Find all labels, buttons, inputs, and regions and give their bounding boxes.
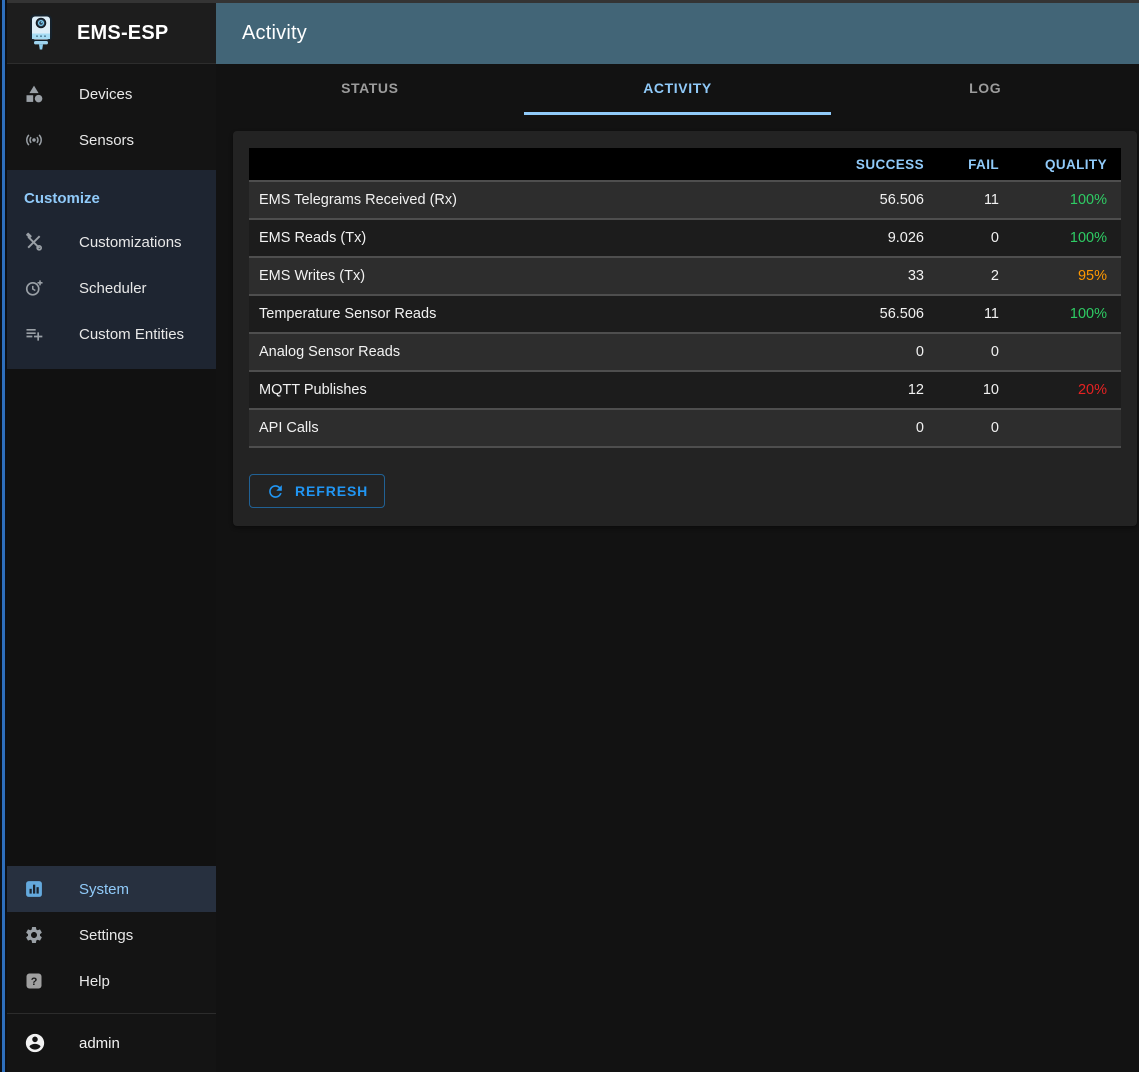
refresh-button-label: REFRESH	[295, 483, 369, 499]
row-name: EMS Writes (Tx)	[259, 268, 366, 284]
column-header-success: SUCCESS	[828, 148, 938, 181]
tab-log[interactable]: LOG	[969, 80, 1002, 96]
boiler-logo-icon	[30, 14, 52, 50]
sidebar-item-label: Settings	[79, 926, 134, 944]
row-name: EMS Telegrams Received (Rx)	[259, 192, 457, 208]
row-quality: 100%	[1069, 306, 1107, 322]
sidebar-item-custom-entities[interactable]: Custom Entities	[7, 311, 216, 357]
row-success: 33	[907, 268, 924, 284]
table-header-row: SUCCESS FAIL QUALITY	[249, 148, 1121, 181]
sidebar-nav-bottom: System Settings ? Help	[7, 866, 216, 1072]
row-success: 9.026	[887, 230, 924, 246]
column-header-quality: QUALITY	[1013, 148, 1121, 181]
refresh-button[interactable]: REFRESH	[249, 474, 386, 508]
tab-bar: STATUS ACTIVITY LOG	[216, 64, 1139, 115]
sidebar-item-sensors[interactable]: Sensors	[7, 117, 216, 163]
row-fail: 11	[983, 192, 999, 208]
help-icon: ?	[24, 971, 44, 991]
row-fail: 0	[990, 230, 999, 246]
table-row: EMS Telegrams Received (Rx) 56.506 11 10…	[249, 181, 1121, 219]
clock-plus-icon	[24, 278, 44, 298]
sidebar-nav-main: Devices Sensors	[7, 64, 216, 163]
sidebar-user-admin[interactable]: admin	[7, 1014, 216, 1072]
sidebar-item-label: System	[79, 880, 130, 898]
row-success: 12	[907, 382, 924, 398]
row-fail: 11	[983, 306, 999, 322]
page-title: Activity	[242, 22, 307, 44]
row-success: 0	[915, 344, 924, 360]
tools-icon	[24, 232, 44, 252]
sidebar-item-label: Scheduler	[79, 279, 147, 297]
app-name: EMS-ESP	[77, 21, 169, 44]
sidebar-item-help[interactable]: ? Help	[7, 958, 216, 1004]
table-row: API Calls 0 0	[249, 409, 1121, 447]
sidebar-item-label: Help	[79, 972, 110, 990]
table-row: MQTT Publishes 12 10 20%	[249, 371, 1121, 409]
table-row: Temperature Sensor Reads 56.506 11 100%	[249, 295, 1121, 333]
sidebar-item-label: Devices	[79, 85, 133, 103]
analytics-icon	[24, 879, 44, 899]
row-fail: 10	[982, 382, 999, 398]
row-success: 0	[915, 420, 924, 436]
app-logo-row: EMS-ESP	[7, 3, 216, 64]
row-name: Analog Sensor Reads	[259, 344, 401, 360]
sidebar-item-settings[interactable]: Settings	[7, 912, 216, 958]
column-header-name	[249, 148, 828, 181]
sidebar-item-label: Customizations	[79, 233, 182, 251]
window-edge-artifact-left	[0, 0, 7, 1072]
window-edge-artifact-top	[0, 0, 1139, 3]
user-name-label: admin	[79, 1034, 120, 1052]
gear-icon	[24, 925, 44, 945]
sidebar-item-customizations[interactable]: Customizations	[7, 219, 216, 265]
sensors-icon	[24, 130, 44, 150]
table-row: Analog Sensor Reads 0 0	[249, 333, 1121, 371]
sidebar-spacer	[7, 369, 216, 866]
row-name: Temperature Sensor Reads	[259, 306, 437, 322]
row-quality: 100%	[1069, 192, 1107, 208]
row-quality: 95%	[1077, 268, 1107, 284]
row-quality	[1013, 409, 1121, 447]
sidebar-item-label: Sensors	[79, 131, 135, 149]
row-name: MQTT Publishes	[259, 382, 367, 398]
table-row: EMS Reads (Tx) 9.026 0 100%	[249, 219, 1121, 257]
playlist-add-icon	[24, 324, 44, 344]
category-icon	[24, 84, 44, 104]
sidebar-item-devices[interactable]: Devices	[7, 71, 216, 117]
table-row: EMS Writes (Tx) 33 2 95%	[249, 257, 1121, 295]
row-fail: 0	[990, 344, 999, 360]
activity-card: SUCCESS FAIL QUALITY EMS Telegrams Recei…	[233, 131, 1137, 526]
refresh-icon	[269, 484, 282, 498]
column-header-fail: FAIL	[938, 148, 1013, 181]
row-name: API Calls	[259, 420, 319, 436]
row-name: EMS Reads (Tx)	[259, 230, 367, 246]
svg-text:?: ?	[31, 976, 38, 988]
tab-status[interactable]: STATUS	[341, 80, 399, 96]
row-quality: 100%	[1069, 230, 1107, 246]
appbar: Activity	[216, 3, 1139, 64]
tab-activity[interactable]: ACTIVITY	[523, 64, 832, 115]
row-fail: 2	[990, 268, 999, 284]
sidebar: EMS-ESP Devices Se	[7, 3, 216, 1072]
main-area: Activity STATUS ACTIVITY LOG SUCCESS FAI…	[216, 3, 1139, 1072]
customize-section-title: Customize	[24, 190, 100, 207]
row-success: 56.506	[879, 306, 924, 322]
row-quality	[1013, 333, 1121, 371]
account-icon	[24, 1032, 46, 1054]
sidebar-customize-section: Customize Customizations	[7, 170, 216, 369]
row-quality: 20%	[1077, 382, 1107, 398]
sidebar-item-system[interactable]: System	[7, 866, 216, 912]
row-fail: 0	[990, 420, 999, 436]
sidebar-item-scheduler[interactable]: Scheduler	[7, 265, 216, 311]
sidebar-item-label: Custom Entities	[79, 325, 185, 343]
sidebar-divider	[7, 1013, 216, 1014]
ems-esp-app: EMS-ESP Devices Se	[7, 3, 1139, 1072]
activity-table: SUCCESS FAIL QUALITY EMS Telegrams Recei…	[249, 148, 1121, 448]
row-success: 56.506	[879, 192, 924, 208]
